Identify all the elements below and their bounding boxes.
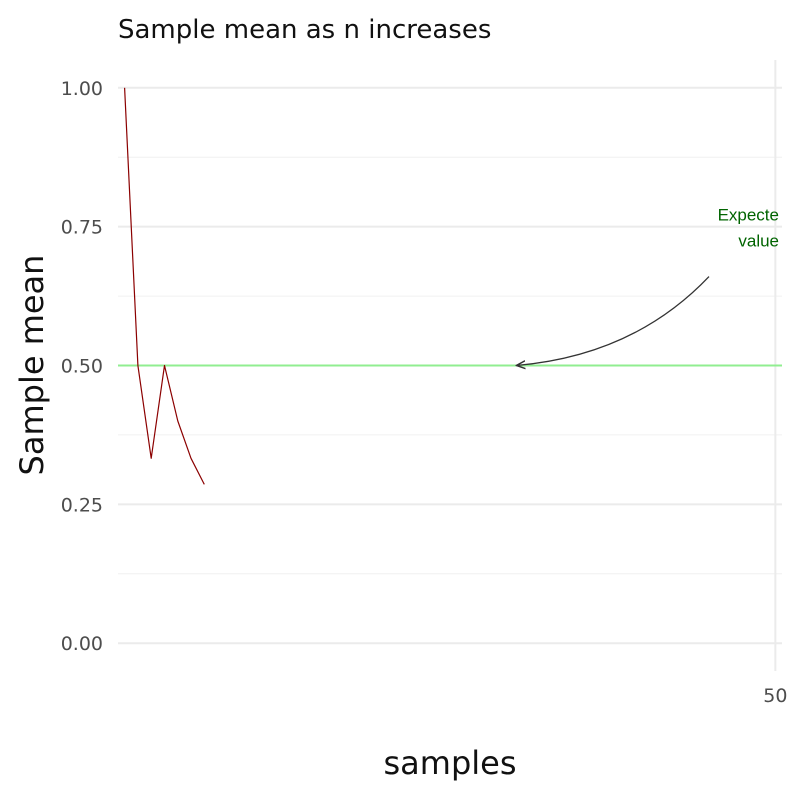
y-axis-title: Sample mean: [13, 255, 51, 476]
annotation-label: value: [738, 232, 779, 251]
y-tick-label: 0.25: [61, 494, 103, 516]
annotation-arrow: [516, 276, 710, 366]
y-tick-label: 0.75: [61, 217, 103, 239]
series-group: [124, 87, 205, 485]
y-tick-label: 0.00: [61, 633, 103, 655]
y-tick-label: 0.50: [61, 356, 103, 378]
chart-title: Sample mean as n increases: [118, 15, 491, 45]
tick-labels: 0.00 0.25 0.50 0.75 1.00 50: [61, 78, 788, 707]
x-axis-title: samples: [383, 744, 516, 782]
series-line: [124, 87, 205, 485]
annotation-group: Expecte value: [516, 206, 779, 366]
annotation-label: Expecte: [718, 206, 779, 225]
y-tick-label: 1.00: [61, 78, 103, 100]
x-tick-label: 50: [763, 685, 787, 707]
